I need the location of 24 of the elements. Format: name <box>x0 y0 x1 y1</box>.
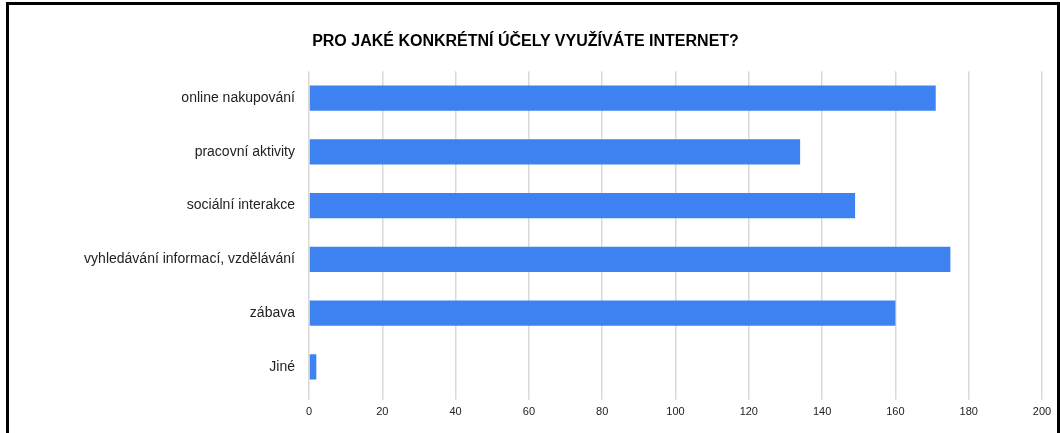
bar <box>309 85 936 111</box>
x-tick-label: 80 <box>596 405 609 418</box>
bar <box>309 354 317 380</box>
y-tick-label: vyhledávání informací, vzdělávání <box>84 250 296 267</box>
x-tick-label: 140 <box>812 405 832 418</box>
x-tick-label: 120 <box>739 405 758 418</box>
y-tick-label: online nakupování <box>181 88 296 105</box>
x-tick-label: 0 <box>305 405 313 418</box>
x-tick-label: 160 <box>886 405 905 418</box>
y-tick-label: sociální interakce <box>186 196 296 213</box>
bar <box>309 246 951 273</box>
x-tick-label: 20 <box>376 405 389 418</box>
y-tick-label: Jiné <box>269 357 296 374</box>
x-tick-label: 180 <box>959 405 978 418</box>
y-tick-label: zábava <box>249 304 296 321</box>
bar <box>309 139 801 165</box>
x-tick-label: 40 <box>449 405 462 418</box>
x-tick-label: 200 <box>1032 405 1052 418</box>
bar <box>309 192 856 219</box>
bar <box>309 300 896 326</box>
x-tick-label: 60 <box>522 405 536 418</box>
y-tick-label: pracovní aktivity <box>194 142 295 159</box>
x-tick-label: 100 <box>666 405 685 418</box>
chart-title: PRO JAKÉ KONKRÉTNÍ ÚČELY VYUŽÍVÁTE INTERNET? <box>312 31 739 50</box>
